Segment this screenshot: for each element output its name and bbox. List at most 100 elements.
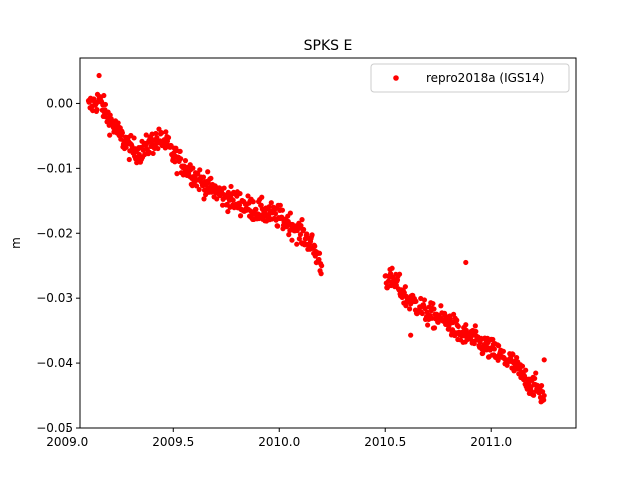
data-point bbox=[96, 72, 102, 79]
data-point bbox=[205, 169, 211, 175]
data-point bbox=[193, 183, 200, 189]
data-point bbox=[163, 129, 169, 135]
data-point bbox=[541, 397, 547, 403]
data-point bbox=[289, 237, 295, 243]
data-point bbox=[178, 156, 184, 162]
data-point bbox=[153, 130, 159, 137]
data-point bbox=[287, 210, 293, 216]
data-point bbox=[523, 367, 529, 373]
scatter-points bbox=[85, 72, 547, 405]
data-point bbox=[182, 158, 189, 164]
data-point bbox=[190, 165, 196, 171]
data-point bbox=[155, 145, 161, 152]
data-point bbox=[94, 106, 100, 113]
x-tick-label: 2010.0 bbox=[258, 435, 300, 449]
data-point bbox=[197, 167, 203, 173]
data-point bbox=[101, 92, 107, 99]
data-point bbox=[463, 259, 469, 266]
data-point bbox=[102, 101, 109, 108]
data-point bbox=[408, 332, 414, 338]
data-point bbox=[299, 217, 305, 223]
data-point bbox=[496, 343, 502, 349]
y-tick-label: −0.02 bbox=[36, 226, 73, 240]
legend: repro2018a (IGS14) bbox=[370, 63, 570, 93]
data-point bbox=[495, 357, 501, 363]
data-point bbox=[514, 354, 520, 361]
data-point bbox=[253, 206, 259, 212]
data-point bbox=[430, 300, 436, 307]
data-point bbox=[490, 336, 496, 343]
data-point bbox=[407, 306, 413, 312]
data-point bbox=[245, 193, 251, 199]
y-tick-label: −0.05 bbox=[36, 421, 73, 435]
data-point bbox=[200, 174, 207, 180]
x-tick-label: 2009.0 bbox=[46, 435, 88, 449]
data-point bbox=[531, 392, 537, 398]
data-point bbox=[228, 183, 234, 190]
data-point bbox=[304, 231, 310, 237]
x-tick-label: 2011.0 bbox=[470, 435, 512, 449]
data-point bbox=[115, 120, 121, 126]
data-point bbox=[316, 250, 323, 256]
data-point bbox=[447, 316, 454, 322]
data-point bbox=[319, 263, 325, 269]
x-axis: 2009.0 2009.5 2010.0 2010.5 2011.0 bbox=[46, 428, 512, 449]
chart-title: SPKS E bbox=[304, 38, 353, 54]
data-point bbox=[107, 132, 113, 138]
data-point bbox=[196, 186, 202, 193]
y-tick-label: −0.01 bbox=[36, 161, 73, 175]
legend-box bbox=[370, 63, 570, 93]
data-point bbox=[431, 306, 437, 312]
data-point bbox=[236, 202, 243, 208]
data-point bbox=[500, 348, 506, 354]
data-point bbox=[154, 135, 160, 141]
data-point bbox=[298, 223, 304, 229]
data-point bbox=[272, 210, 279, 217]
data-point bbox=[541, 392, 547, 399]
data-point bbox=[150, 150, 156, 157]
data-point bbox=[286, 232, 292, 238]
data-point bbox=[266, 204, 272, 210]
data-point bbox=[480, 350, 486, 356]
data-point bbox=[538, 383, 545, 389]
data-point bbox=[208, 175, 214, 181]
legend-label: repro2018a (IGS14) bbox=[426, 71, 544, 85]
data-point bbox=[174, 171, 180, 177]
data-point bbox=[402, 284, 408, 290]
data-point bbox=[312, 243, 318, 249]
data-point bbox=[463, 322, 469, 328]
data-point bbox=[472, 323, 478, 329]
data-point bbox=[177, 148, 183, 154]
data-point bbox=[396, 271, 403, 277]
data-point bbox=[126, 156, 132, 163]
data-point bbox=[219, 202, 226, 208]
legend-marker bbox=[393, 75, 399, 81]
data-point bbox=[250, 199, 256, 205]
data-point bbox=[532, 375, 538, 382]
y-axis: 0.00 −0.01 −0.02 −0.03 −0.04 −0.05 bbox=[36, 96, 80, 435]
data-point bbox=[159, 130, 165, 136]
data-point bbox=[119, 130, 125, 136]
x-tick-label: 2010.5 bbox=[364, 435, 406, 449]
data-point bbox=[297, 231, 304, 238]
plot-area-frame bbox=[79, 57, 577, 429]
data-point bbox=[413, 298, 419, 304]
y-tick-label: −0.04 bbox=[36, 356, 73, 370]
data-point bbox=[421, 297, 428, 303]
data-point bbox=[425, 322, 431, 328]
data-point bbox=[296, 236, 302, 242]
data-point bbox=[275, 223, 281, 229]
data-point bbox=[510, 351, 516, 358]
data-point bbox=[389, 265, 395, 271]
data-point bbox=[541, 357, 547, 363]
data-point bbox=[221, 185, 227, 191]
data-point bbox=[225, 208, 231, 215]
data-point bbox=[519, 363, 526, 369]
data-point bbox=[491, 346, 497, 352]
data-point bbox=[473, 328, 479, 335]
data-point bbox=[316, 256, 322, 263]
data-point bbox=[403, 303, 409, 309]
data-point bbox=[301, 226, 307, 233]
data-point bbox=[309, 232, 315, 238]
data-point bbox=[172, 159, 178, 165]
